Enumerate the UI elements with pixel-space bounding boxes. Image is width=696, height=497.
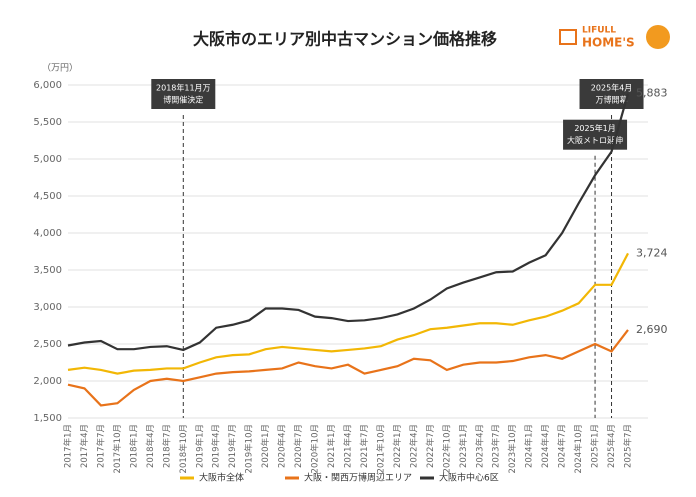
- y-tick-label: 4,500: [33, 191, 62, 202]
- x-tick-label: 2025年7月: [623, 424, 634, 468]
- logo-icon: [559, 29, 577, 45]
- x-tick-label: 2023年7月: [491, 424, 502, 468]
- x-tick-label: 2021年4月: [343, 424, 354, 468]
- x-tick-label: 2023年1月: [458, 424, 469, 468]
- x-tick-label: 2023年4月: [474, 424, 485, 468]
- x-tick-label: 2018年1月: [128, 424, 139, 468]
- annotation-text: 2018年11月万: [156, 83, 211, 93]
- y-tick-label: 3,000: [33, 302, 62, 313]
- x-tick-label: 2018年10月: [178, 424, 189, 473]
- x-tick-label: 2021年10月: [375, 424, 386, 473]
- x-tick-label: 2024年7月: [557, 424, 568, 468]
- logo-text: LIFULL: [582, 26, 616, 36]
- annotation-text: 2025年1月: [574, 123, 615, 133]
- x-tick-label: 2020年4月: [277, 424, 288, 468]
- value-label: 3,724: [636, 246, 668, 259]
- logo-text: HOME'S: [582, 36, 635, 50]
- x-tick-label: 2024年4月: [540, 424, 551, 468]
- y-tick-label: 2,000: [33, 376, 62, 387]
- x-tick-label: 2018年7月: [161, 424, 172, 468]
- chart-title: 大阪市のエリア別中古マンション価格推移: [193, 30, 497, 49]
- x-tick-label: 2022年7月: [425, 424, 436, 468]
- legend-label: 大阪市中心6区: [439, 472, 499, 484]
- x-tick-label: 2024年1月: [524, 424, 535, 468]
- y-tick-label: 4,000: [33, 228, 62, 239]
- series-line: [67, 329, 629, 407]
- x-tick-label: 2020年7月: [293, 424, 304, 468]
- annotation-box: [579, 79, 644, 109]
- y-tick-label: 3,500: [33, 265, 62, 276]
- y-tick-label: 1,500: [33, 413, 62, 424]
- x-tick-label: 2019年1月: [194, 424, 205, 468]
- x-tick-label: 2022年4月: [408, 424, 419, 468]
- x-tick-label: 2025年1月: [590, 424, 601, 468]
- value-label: 5,883: [636, 87, 668, 100]
- legend-label: 大阪市全体: [199, 472, 244, 484]
- annotation-text: 大阪メトロ延伸: [567, 135, 623, 145]
- annotation-box: [151, 79, 216, 109]
- x-tick-label: 2022年10月: [441, 424, 452, 473]
- x-tick-label: 2023年10月: [507, 424, 518, 473]
- x-tick-label: 2019年4月: [211, 424, 222, 468]
- y-unit: （万円）: [42, 63, 78, 74]
- y-tick-label: 6,000: [33, 80, 62, 91]
- legend-label: 大阪・関西万博周辺エリア: [304, 472, 412, 484]
- x-tick-label: 2017年7月: [95, 424, 106, 468]
- x-tick-label: 2024年10月: [573, 424, 584, 473]
- y-tick-label: 2,500: [33, 339, 62, 350]
- x-tick-label: 2019年10月: [244, 424, 255, 473]
- x-tick-label: 2020年10月: [310, 424, 321, 473]
- x-tick-label: 2020年1月: [260, 424, 271, 468]
- logo-mascot: [646, 25, 670, 49]
- x-tick-label: 2022年1月: [392, 424, 403, 468]
- x-tick-label: 2025年4月: [606, 424, 617, 468]
- annotation-text: 万博開幕: [596, 95, 628, 105]
- series-line: [67, 252, 629, 375]
- x-tick-label: 2018年4月: [145, 424, 156, 468]
- x-tick-label: 2017年4月: [79, 424, 90, 468]
- x-tick-label: 2017年1月: [63, 424, 74, 468]
- y-tick-label: 5,000: [33, 154, 62, 165]
- x-tick-label: 2021年7月: [359, 424, 370, 468]
- x-tick-label: 2017年10月: [112, 424, 123, 473]
- series-line: [67, 93, 630, 352]
- logo: LIFULL HOME'S: [559, 25, 670, 50]
- x-tick-label: 2021年1月: [326, 424, 337, 468]
- x-tick-label: 2019年7月: [227, 424, 238, 468]
- y-tick-label: 5,500: [33, 117, 62, 128]
- annotation-text: 2025年4月: [591, 83, 632, 93]
- value-label: 2,690: [636, 323, 668, 336]
- annotation-text: 博開催決定: [163, 95, 203, 105]
